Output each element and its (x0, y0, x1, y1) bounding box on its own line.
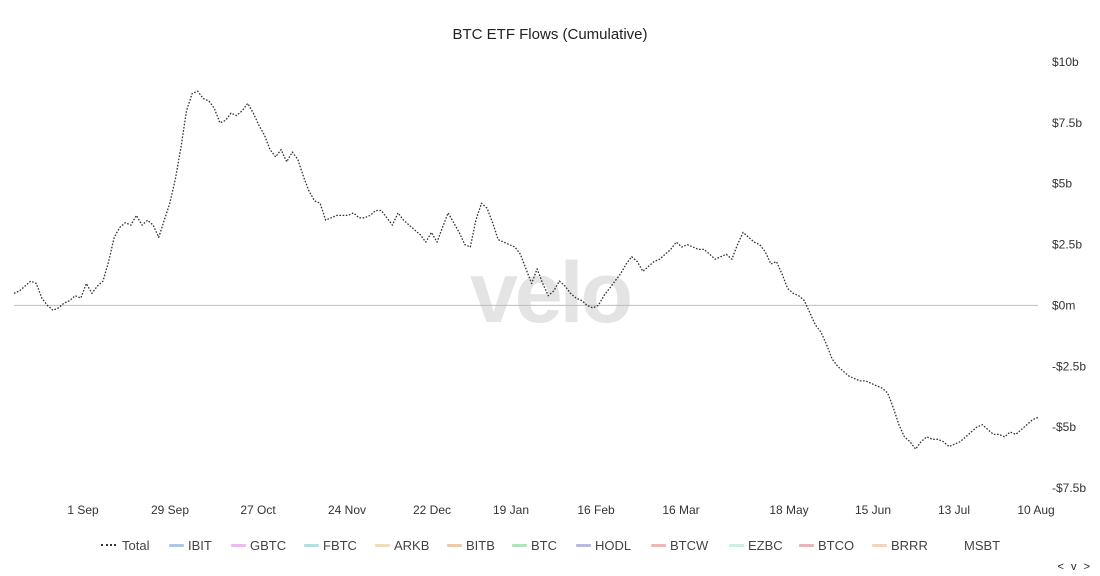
legend-label-msbt: MSBT (964, 537, 1001, 553)
legend-label-fbtc: FBTC (323, 537, 357, 553)
x-tick-label: 10 Aug (1017, 503, 1054, 517)
series-layer (13, 90, 1039, 450)
x-tick-label: 24 Nov (328, 503, 366, 517)
y-tick-label: $0m (1052, 298, 1075, 312)
legend-item-bitb[interactable]: BITB (447, 535, 495, 555)
legend-item-btcw[interactable]: BTCW (651, 535, 708, 555)
x-tick-label: 29 Sep (151, 503, 189, 517)
legend-swatch-btco (799, 543, 814, 547)
legend-label-ezbc: EZBC (748, 537, 783, 553)
x-tick-label: 1 Sep (67, 503, 99, 517)
legend-swatch-btcw (651, 543, 666, 547)
x-tick-label: 18 May (769, 503, 808, 517)
legend-label-btcw: BTCW (670, 537, 709, 553)
legend-swatch-bitb (447, 543, 462, 547)
x-tick-label: 16 Feb (577, 503, 615, 517)
y-tick-label: -$5b (1052, 420, 1076, 434)
legend-item-btco[interactable]: BTCO (799, 535, 854, 555)
legend-label-ibit: IBIT (188, 537, 212, 553)
x-tick-label: 15 Jun (855, 503, 891, 517)
legend-item-ibit[interactable]: IBIT (169, 535, 212, 555)
y-tick-label: $10b (1052, 55, 1079, 69)
legend-label-bitb: BITB (466, 537, 495, 553)
legend-item-gbtc[interactable]: GBTC (231, 535, 286, 555)
legend-label-total: Total (122, 537, 150, 553)
chart-nav-arrows[interactable]: < v > (1057, 561, 1092, 573)
legend-item-btc[interactable]: BTC (512, 535, 557, 555)
legend-swatch-arkb (375, 543, 390, 547)
legend-label-arkb: ARKB (394, 537, 430, 553)
legend-swatch-brrr (872, 543, 887, 547)
x-tick-label: 22 Dec (413, 503, 451, 517)
legend-swatch-ibit (169, 543, 184, 547)
legend-label-gbtc: GBTC (250, 537, 287, 553)
x-axis: 1 Sep 29 Sep 27 Oct 24 Nov 22 Dec 19 Jan 16 Fe… (67, 503, 1054, 517)
legend-item-msbt[interactable]: MSBT (964, 535, 1000, 555)
y-tick-label: $7.5b (1052, 116, 1082, 130)
legend-label-hodl: HODL (595, 537, 632, 553)
legend-swatch-ezbc (729, 543, 744, 547)
x-tick-label: 16 Mar (662, 503, 699, 517)
legend: Total IBIT GBTC FBTC ARKB BITB BTC HODL … (0, 535, 1100, 555)
legend-item-ezbc[interactable]: EZBC (729, 535, 783, 555)
y-tick-label: -$2.5b (1052, 359, 1086, 373)
legend-swatch-btc (512, 543, 527, 547)
legend-swatch-gbtc (231, 543, 246, 547)
x-tick-label: 19 Jan (493, 503, 529, 517)
btc-etf-flows-chart: BTC ETF Flows (Cumulative) velo $10b$7.5… (13, 26, 1086, 517)
legend-item-arkb[interactable]: ARKB (375, 535, 429, 555)
legend-item-hodl[interactable]: HODL (576, 535, 631, 555)
legend-item-total[interactable]: Total (101, 535, 149, 555)
legend-swatch-total (101, 544, 116, 546)
legend-label-brrr: BRRR (891, 537, 928, 553)
legend-item-fbtc[interactable]: FBTC (304, 535, 357, 555)
legend-item-brrr[interactable]: BRRR (872, 535, 928, 555)
y-tick-label: -$7.5b (1052, 481, 1086, 495)
y-axis: $10b $7.5b $5b $2.5b $0m -$2.5b -$5b -$7.5b (1052, 55, 1086, 495)
y-tick-label: $5b (1052, 177, 1072, 191)
legend-label-btco: BTCO (818, 537, 855, 553)
x-tick-label: 13 Jul (938, 503, 970, 517)
legend-swatch-hodl (576, 543, 591, 547)
legend-swatch-fbtc (304, 543, 319, 547)
legend-label-btc: BTC (531, 537, 557, 553)
series-line-total (13, 90, 1039, 450)
y-tick-label: $2.5b (1052, 238, 1082, 252)
chart-title: BTC ETF Flows (Cumulative) (452, 26, 647, 43)
x-tick-label: 27 Oct (240, 503, 276, 517)
